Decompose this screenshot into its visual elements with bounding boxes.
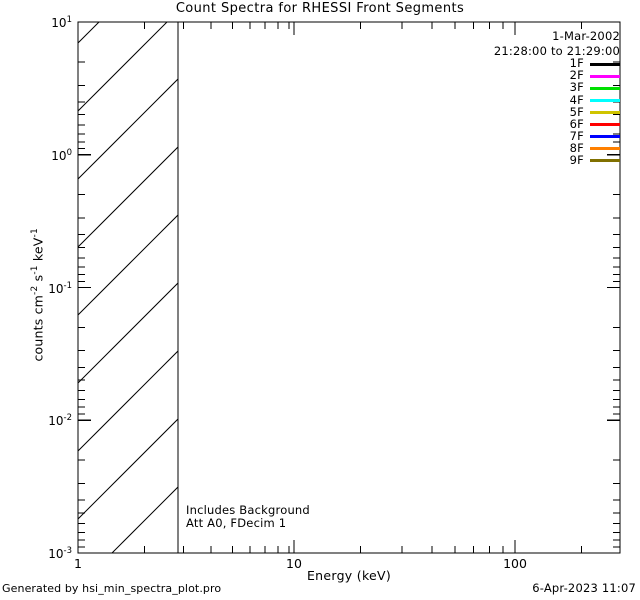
- legend-item-label: 8F: [569, 140, 584, 155]
- legend-item: 5F: [500, 106, 620, 118]
- legend-color-swatch: [590, 74, 620, 78]
- y-tick-label: 10-2: [28, 413, 72, 428]
- y-tick-mantissa: 10: [48, 547, 64, 561]
- hatched-region: [78, 22, 178, 553]
- x-major-ticks: [77, 22, 516, 553]
- y-axis-label-mid2: keV: [30, 237, 46, 266]
- legend-item: 2F: [500, 70, 620, 82]
- y-tick-exponent: -1: [63, 280, 72, 291]
- legend-item-label: 2F: [569, 68, 584, 83]
- y-major-ticks: [78, 21, 620, 554]
- legend-item-label: 4F: [569, 92, 584, 107]
- y-axis-label-exp3: -1: [30, 228, 41, 238]
- y-axis-label-base: counts cm: [30, 294, 46, 362]
- legend-color-swatch: [590, 86, 620, 90]
- y-tick-exponent: -3: [63, 546, 72, 556]
- legend-color-swatch: [590, 98, 620, 102]
- y-tick-exponent: 1: [66, 15, 72, 25]
- legend-date: 1-Mar-2002: [552, 29, 620, 43]
- y-tick-mantissa: 10: [48, 281, 64, 296]
- legend-item-label: 9F: [569, 153, 584, 168]
- legend-item-label: 1F: [569, 56, 584, 71]
- legend-item: 9F: [500, 155, 620, 167]
- x-tick-label: 10: [286, 556, 302, 571]
- legend-color-swatch: [590, 110, 620, 114]
- legend-item: 7F: [500, 128, 620, 143]
- annotation-attenuator-state: Att A0, FDecim 1: [186, 516, 287, 530]
- legend-item-label: 5F: [569, 104, 584, 119]
- y-tick-exponent: 0: [66, 147, 72, 158]
- y-tick-label: 10-3: [28, 546, 72, 561]
- legend-item-label: 6F: [569, 116, 584, 131]
- legend-color-swatch: [590, 123, 620, 127]
- x-axis-label: Energy (keV): [306, 568, 392, 583]
- y-tick-label: 101: [28, 15, 72, 30]
- legend-item-label: 3F: [569, 80, 584, 95]
- x-tick-label: 1: [74, 556, 82, 571]
- legend-color-swatch: [590, 159, 620, 163]
- legend-item-label: 7F: [569, 128, 584, 143]
- legend-time-range: 21:28:00 to 21:29:00: [493, 44, 620, 58]
- footer-generator: Generated by hsi_min_spectra_plot.pro: [2, 582, 222, 595]
- y-tick-mantissa: 10: [48, 414, 64, 429]
- legend: 1F 2F 3F 4F 5F 6F 7F 8F: [500, 58, 620, 167]
- y-axis-label-exp2: -1: [30, 265, 41, 275]
- legend-color-swatch: [590, 135, 620, 139]
- y-tick-mantissa: 10: [51, 16, 67, 30]
- legend-color-swatch: [590, 147, 620, 151]
- x-tick-label: 100: [503, 556, 527, 571]
- y-tick-exponent: -2: [63, 413, 72, 424]
- annotation-includes-background: Includes Background: [186, 503, 310, 517]
- legend-item: 1F: [500, 58, 620, 70]
- y-tick-label: 10-1: [28, 281, 72, 296]
- x-minor-ticks: [144, 22, 583, 553]
- footer-timestamp: 6-Apr-2023 11:07: [532, 581, 636, 595]
- y-tick-label: 100: [28, 148, 72, 163]
- legend-item: 6F: [500, 118, 620, 130]
- legend-item: 3F: [500, 82, 620, 94]
- legend-color-swatch: [590, 62, 620, 66]
- y-tick-mantissa: 10: [51, 148, 67, 163]
- chart-title: Count Spectra for RHESSI Front Segments: [175, 1, 465, 16]
- legend-item: 8F: [500, 140, 620, 155]
- legend-item: 4F: [500, 94, 620, 106]
